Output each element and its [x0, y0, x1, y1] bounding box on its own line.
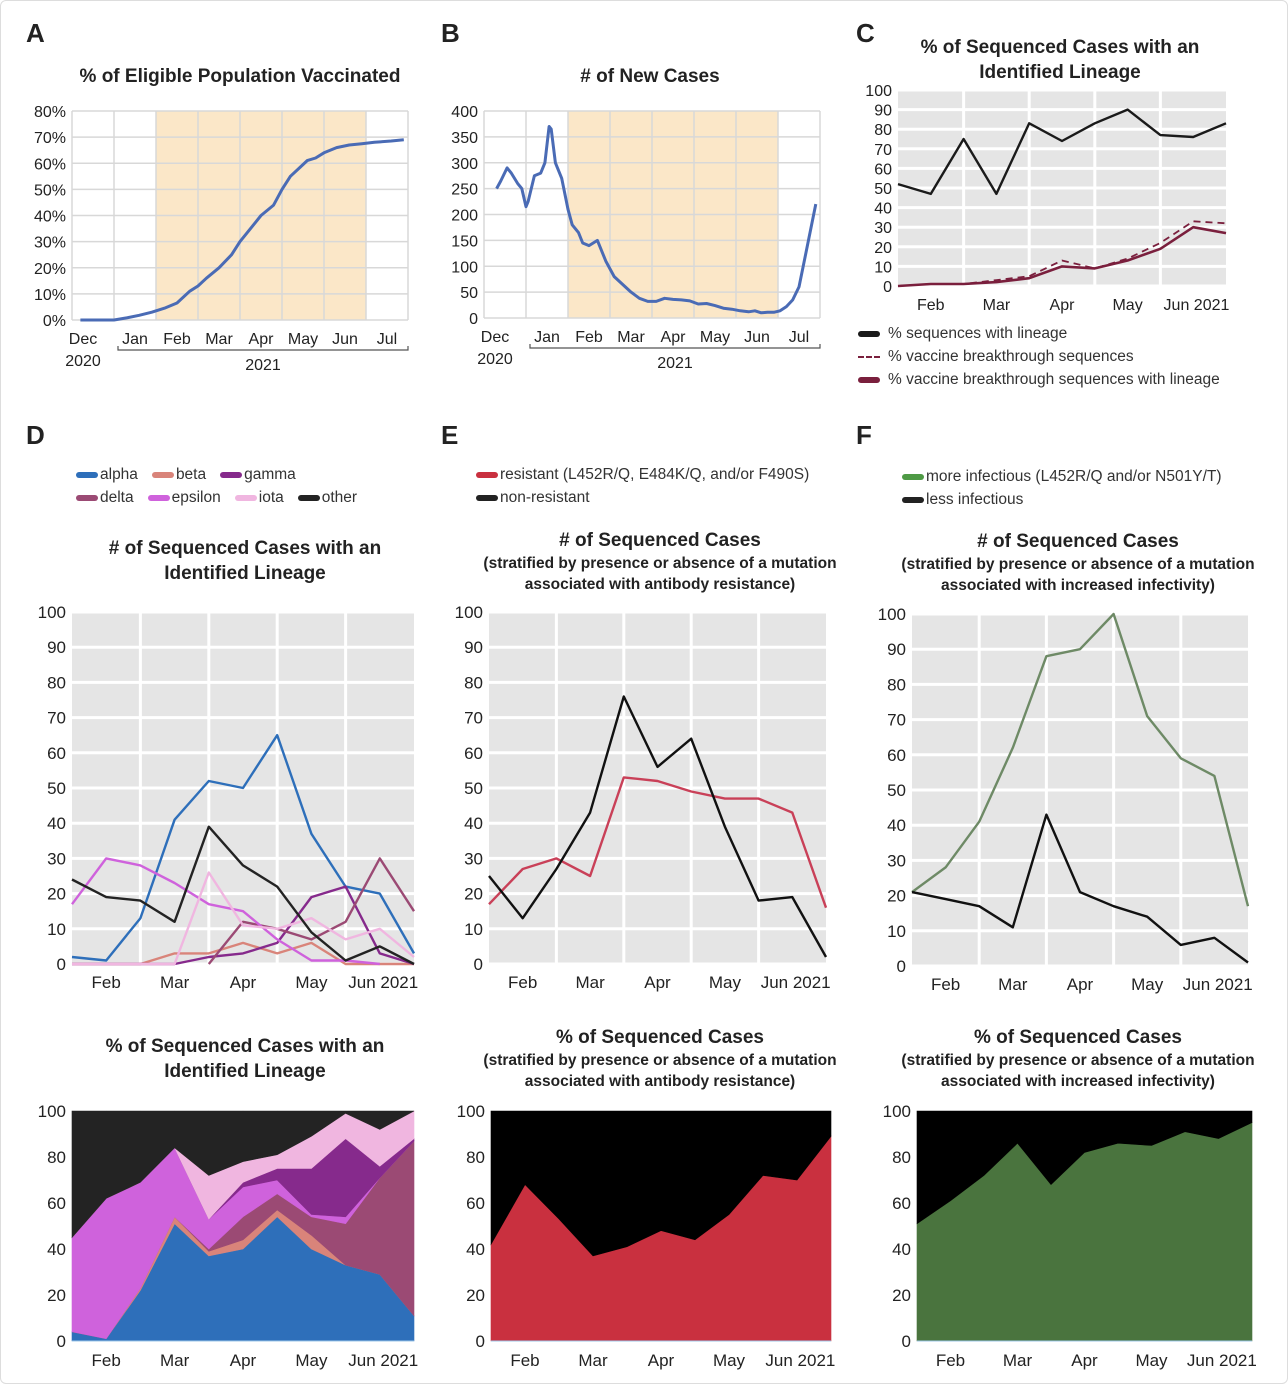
legend-label: % vaccine breakthrough sequences — [888, 347, 1134, 365]
panel-label-d: D — [26, 420, 45, 450]
legend-swatch — [147, 494, 170, 501]
legend-swatch — [858, 376, 880, 383]
legend-f: more infectious (L452R/Q and/or N501Y/T)… — [902, 465, 1234, 511]
chart-d-area-title: % of Sequenced Cases with an Identified … — [105, 1036, 385, 1082]
legend-item-resistant: resistant (L452R/Q, E484K/Q, and/or F490… — [476, 466, 809, 484]
panel-label-a: A — [26, 18, 45, 48]
legend-row: % sequences with lineage — [858, 322, 1232, 345]
legend-item-iota: iota — [234, 488, 284, 507]
legend-label: alpha — [100, 465, 138, 483]
legend-label: epsilon — [171, 488, 221, 506]
legend-row: alpha beta gamma — [76, 463, 371, 486]
legend-d: alpha beta gamma delta epsilon iota other — [76, 463, 371, 509]
legend-swatch — [297, 494, 320, 501]
legend-e: resistant (L452R/Q, E484K/Q, and/or F490… — [476, 463, 821, 509]
legend-swatch — [858, 330, 880, 337]
legend-label: delta — [100, 488, 134, 506]
chart-d-line-title: # of Sequenced Cases with an Identified … — [108, 538, 382, 584]
chart-e-area-subtitle: (stratified by presence or absence of a … — [483, 1052, 837, 1090]
legend-swatch — [902, 473, 924, 480]
legend-item-delta: delta — [76, 489, 134, 507]
legend-label: less infectious — [926, 490, 1024, 508]
legend-item-epsilon: epsilon — [147, 488, 221, 507]
legend-row: resistant (L452R/Q, E484K/Q, and/or F490… — [476, 463, 821, 486]
legend-label: other — [321, 488, 358, 506]
panel-label-b: B — [441, 18, 460, 48]
legend-row: non-resistant — [476, 486, 821, 509]
chart-b-title: # of New Cases — [580, 66, 720, 87]
legend-swatch — [858, 355, 880, 358]
legend-swatch — [151, 471, 174, 478]
chart-e-line-title: # of Sequenced Cases (stratified by prese… — [450, 528, 870, 595]
legend-swatch — [220, 471, 243, 478]
legend-row: more infectious (L452R/Q and/or N501Y/T) — [902, 465, 1234, 488]
chart-a-title: % of Eligible Population Vaccinated — [79, 66, 401, 87]
panel-label-e: E — [441, 420, 459, 450]
legend-label: resistant (L452R/Q, E484K/Q, and/or F490… — [500, 465, 810, 483]
legend-label: more infectious (L452R/Q and/or N501Y/T) — [926, 467, 1222, 485]
legend-swatch — [76, 494, 98, 501]
legend-label: gamma — [244, 465, 296, 483]
legend-row: % vaccine breakthrough sequences with li… — [858, 368, 1232, 391]
legend-item-non-resistant: non-resistant — [476, 489, 590, 507]
legend-label: iota — [258, 488, 284, 506]
legend-swatch — [476, 471, 498, 478]
chart-f-line-subtitle: (stratified by presence or absence of a … — [901, 556, 1255, 594]
legend-swatch — [76, 471, 98, 478]
legend-item-less: less infectious — [902, 491, 1023, 509]
legend-swatch — [476, 494, 498, 501]
chart-e-area-title: % of Sequenced Cases (stratified by prese… — [450, 1025, 870, 1092]
chart-f-line-title-main: # of Sequenced Cases — [977, 531, 1179, 552]
chart-f-line-title: # of Sequenced Cases (stratified by prese… — [868, 529, 1288, 596]
chart-f-area-subtitle: (stratified by presence or absence of a … — [901, 1052, 1255, 1090]
legend-row: delta epsilon iota other — [76, 486, 371, 509]
chart-f-area-title: % of Sequenced Cases (stratified by prese… — [868, 1025, 1288, 1092]
legend-row: % vaccine breakthrough sequences — [858, 345, 1232, 368]
legend-item-: % vaccine breakthrough sequences — [858, 348, 1134, 366]
legend-item-other: other — [297, 488, 358, 507]
legend-item-beta: beta — [151, 465, 207, 484]
panel-label-f: F — [856, 420, 872, 450]
legend-label: % sequences with lineage — [888, 324, 1068, 342]
panel-label-c: C — [856, 18, 875, 48]
chart-f-area-title-main: % of Sequenced Cases — [973, 1027, 1183, 1048]
chart-e-line-subtitle: (stratified by presence or absence of a … — [483, 555, 837, 593]
legend-row: less infectious — [902, 488, 1234, 511]
chart-e-line-title-main: # of Sequenced Cases — [559, 530, 761, 551]
legend-item-gamma: gamma — [220, 466, 296, 484]
legend-item-more: more infectious (L452R/Q and/or N501Y/T) — [902, 468, 1222, 486]
legend-label: % vaccine breakthrough sequences with li… — [888, 370, 1220, 388]
legend-label: non-resistant — [500, 488, 590, 506]
chart-e-area-title-main: % of Sequenced Cases — [555, 1027, 765, 1048]
legend-swatch — [902, 496, 924, 503]
legend-label: beta — [175, 465, 207, 483]
legend-c: % sequences with lineage % vaccine breakt… — [858, 322, 1232, 391]
legend-item-: % vaccine breakthrough sequences with li… — [858, 371, 1220, 389]
chart-c-title: % of Sequenced Cases with an Identified … — [920, 37, 1200, 83]
legend-swatch — [234, 494, 257, 501]
legend-item-: % sequences with lineage — [858, 325, 1067, 343]
legend-item-alpha: alpha — [76, 466, 138, 484]
